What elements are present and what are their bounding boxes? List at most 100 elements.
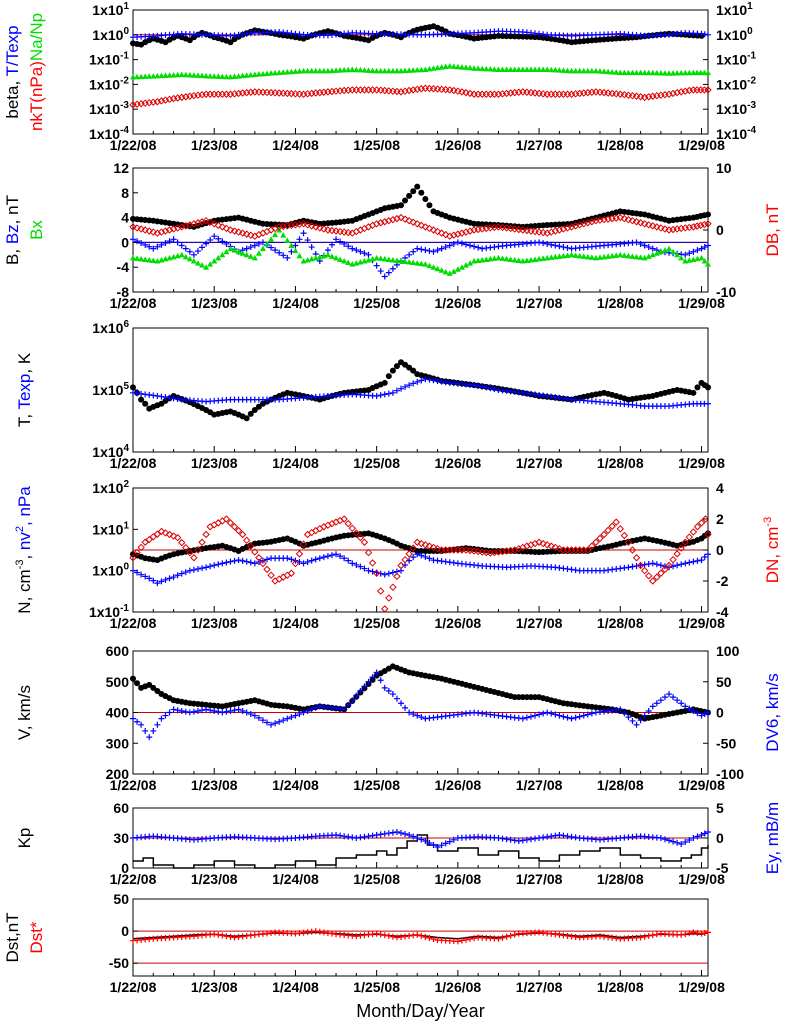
data-point-Bx [536,255,543,262]
x-tick-label-V: 1/22/08 [110,777,157,793]
data-point-Bz [446,242,453,249]
data-point-Bz [194,248,201,255]
data-point-Bz [705,242,711,249]
data-point-Bx [146,256,153,263]
data-point-Dst* [678,931,685,938]
x-tick-label-B: 1/27/08 [516,295,563,311]
data-point-DV6 [203,706,210,713]
data-point-DN [247,542,255,550]
x-tick-label-V: 1/27/08 [516,777,563,793]
data-point-T [138,396,145,403]
data-point-DN [640,566,649,575]
data-point-nkT [559,90,568,98]
data-point-DB [624,215,633,224]
y-tick-label-Kp: 0 [121,860,129,876]
data-point-Na/Np [215,73,222,79]
y-tick-label-Dst: 50 [113,891,129,907]
data-point-Na/Np [130,73,136,80]
data-point-Dst* [507,932,514,939]
data-point-nkT [458,88,466,96]
data-point-nv2 [170,574,177,581]
data-point-Dst* [495,935,502,942]
data-point-Na/Np [369,67,376,74]
data-point-nv2 [657,562,664,569]
data-point-nv2 [312,556,319,563]
data-point-Na/Np [312,67,319,74]
data-point-DN [539,539,547,548]
data-point-Na/Np [280,69,287,75]
data-point-Ey [686,837,693,843]
data-point-Bx [239,250,246,256]
data-point-Na/Np [491,66,498,72]
data-point-DN [141,538,149,546]
data-point-Ey [698,832,705,838]
data-point-nkT [222,90,231,98]
data-point-Bz [422,247,429,254]
data-point-Bz [219,238,226,245]
data-point-Bx [324,251,331,258]
data-point-DB [640,220,649,228]
data-point-Na/Np [645,69,652,76]
data-point-Na/Np [633,69,640,76]
x-tick-label-T: 1/23/08 [191,455,238,471]
data-point-Na/Np [536,66,543,72]
data-point-nkT [454,87,462,95]
data-point-DN [291,559,300,568]
data-point-nkT [425,84,434,93]
data-point-Na/Np [548,66,555,73]
data-point-T [406,364,413,371]
data-point-Bx [255,250,262,256]
data-point-Bz [467,242,474,249]
data-point-Bx [414,260,421,266]
data-point-Bx [568,251,575,258]
data-point-Bx [653,250,660,256]
data-point-Na/Np [519,66,526,72]
data-point-DV6 [674,697,681,704]
data-point-Ey [430,842,437,848]
data-point-Bx [259,245,266,252]
data-point-Na/Np [268,70,275,76]
data-point-nv2 [649,560,656,567]
data-point-Dst* [471,935,478,942]
data-point-Na/Np [182,71,189,78]
data-point-Bx [503,255,510,262]
data-point-Na/Np [572,67,579,74]
x-tick-label-V: 1/24/08 [272,777,319,793]
data-point-Bz [178,242,185,249]
data-point-Na/Np [304,67,311,74]
data-point-Na/Np [507,66,514,72]
data-point-Bx [621,252,628,258]
data-point-DV6 [288,714,295,721]
data-point-DV6 [142,727,149,734]
data-point-DB [454,230,462,238]
data-point-DN [157,527,166,536]
data-point-T [243,415,250,422]
x-tick-label-T: 1/22/08 [110,455,157,471]
data-point-DN [376,587,385,595]
data-point-Ey [345,833,352,840]
data-point-DV6 [548,710,555,717]
right-tick-label-Kp: 0 [716,830,724,846]
data-point-Bz [333,236,340,243]
y-label-beta: beta, T/Texp [3,25,22,118]
data-point-DV6 [186,709,193,716]
data-point-Bz [450,240,457,247]
y-tick-label-T: 1x104 [92,443,129,460]
data-point-Na/Np [316,67,323,74]
data-point-Dst* [637,934,644,941]
data-point-Bx [613,252,620,258]
data-point-DV6 [130,715,136,722]
data-point-Na/Np [259,70,266,77]
data-point-B [705,211,711,218]
data-point-DB [129,223,137,231]
data-point-nkT [551,90,560,98]
data-point-Bx [426,262,433,269]
data-point-DV6 [377,677,384,684]
data-point-Bz [560,244,567,251]
data-point-Bz [211,233,218,240]
data-point-DN [425,542,434,550]
data-point-Bz [154,243,161,250]
x-tick-label-Kp: 1/24/08 [272,871,319,887]
data-point-DV6 [178,707,185,714]
data-point-DV6 [300,709,307,716]
